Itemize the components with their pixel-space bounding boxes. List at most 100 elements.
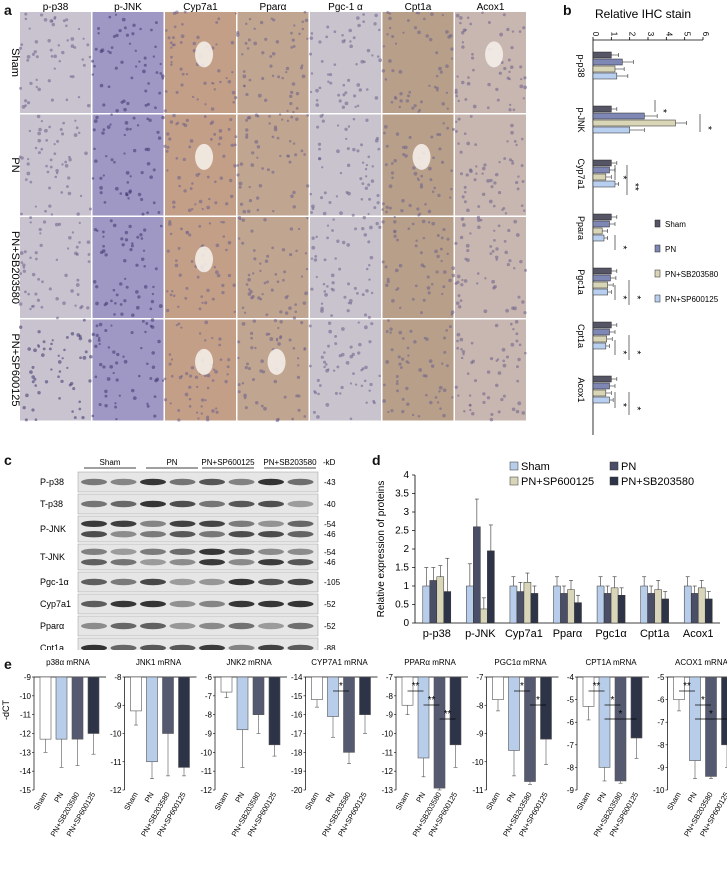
protein-expression-chart: Relative expression of proteins 0 0.5 1 1.5 2… bbox=[376, 461, 720, 640]
ihc-column-label: Pgc-1 α bbox=[328, 2, 363, 13]
mrna-bar bbox=[327, 676, 339, 717]
protein-category-label: Cpt1a bbox=[640, 628, 670, 640]
protein-y-tick: 0 bbox=[403, 618, 409, 629]
ihc-legend-swatch bbox=[654, 294, 661, 303]
mrna-bar bbox=[582, 676, 595, 707]
protein-bar bbox=[473, 526, 481, 624]
protein-bar bbox=[647, 593, 655, 624]
ihc-category-label: Pgc1a bbox=[576, 269, 586, 295]
blot-strip bbox=[77, 571, 319, 593]
blot-kd-label: -52 bbox=[324, 600, 336, 609]
blot-band bbox=[287, 622, 314, 630]
protein-legend-swatch bbox=[509, 461, 519, 471]
blot-row-label: P-JNK bbox=[40, 524, 66, 534]
ihc-texture bbox=[18, 114, 92, 216]
ihc-category-label: p-p38 bbox=[576, 54, 586, 77]
ihc-tick-label: 3 bbox=[646, 32, 655, 37]
mrna-chart-title: CPT1A mRNA bbox=[585, 658, 637, 667]
mrna-bar bbox=[673, 676, 685, 700]
blot-kd-label: -105 bbox=[324, 578, 341, 587]
blot-band bbox=[287, 548, 314, 555]
blot-kd-label: -40 bbox=[324, 500, 336, 509]
blot-row-label: T-JNK bbox=[40, 552, 65, 562]
ihc-bar bbox=[592, 126, 630, 134]
ihc-bar bbox=[592, 159, 612, 167]
mrna-y-tick: -8 bbox=[657, 741, 665, 750]
mrna-group-label: PN bbox=[686, 791, 699, 805]
blot-strip bbox=[77, 493, 319, 515]
blot-band bbox=[287, 531, 314, 538]
mrna-bar bbox=[614, 676, 627, 782]
mrna-y-tick: -20 bbox=[291, 786, 303, 795]
ihc-texture bbox=[381, 10, 454, 113]
ihc-column-label: Acox1 bbox=[477, 2, 505, 13]
blot-band bbox=[228, 500, 255, 508]
blot-band bbox=[287, 500, 314, 508]
mrna-y-tick: -11 bbox=[20, 711, 32, 720]
ihc-legend-swatch bbox=[654, 244, 661, 253]
mrna-bar bbox=[705, 676, 717, 777]
blot-kd-label: -54 bbox=[324, 548, 336, 557]
ihc-sig-mark: * bbox=[617, 246, 628, 250]
ihc-tile bbox=[455, 114, 526, 216]
ihc-texture bbox=[163, 320, 231, 422]
mrna-sig-mark: ** bbox=[428, 695, 436, 706]
protein-bar bbox=[487, 550, 495, 624]
mrna-y-tick: -9 bbox=[205, 730, 213, 739]
protein-bar bbox=[436, 576, 445, 624]
blot-band bbox=[110, 622, 137, 630]
protein-bar bbox=[530, 593, 539, 624]
blot-kd-label: -54 bbox=[324, 520, 336, 529]
mrna-chart-title: JNK1 mRNA bbox=[136, 658, 182, 667]
mrna-group-label: PN bbox=[52, 791, 65, 805]
ihc-sig-mark: * bbox=[617, 296, 628, 300]
mrna-sig-mark: ** bbox=[683, 681, 691, 692]
ihc-bar bbox=[592, 234, 605, 242]
ihc-tile bbox=[382, 319, 454, 421]
ihc-column-label: Cyp7a1 bbox=[183, 2, 218, 13]
blot-band bbox=[81, 644, 107, 650]
ihc-vessel bbox=[485, 41, 504, 68]
mrna-y-tick: -14 bbox=[19, 767, 31, 776]
protein-bar bbox=[610, 587, 619, 624]
mrna-group-label: Sham bbox=[303, 791, 321, 812]
protein-y-label: Relative expression of proteins bbox=[376, 481, 387, 618]
blot-row-label: Pgc-1α bbox=[40, 577, 69, 587]
blot-band bbox=[81, 520, 107, 527]
ihc-texture bbox=[309, 13, 383, 109]
blot-strip bbox=[77, 515, 319, 543]
mrna-sig-mark: * bbox=[701, 695, 705, 706]
mrna-y-tick: -9 bbox=[476, 730, 484, 739]
ihc-category-label: Cyp7a1 bbox=[576, 158, 586, 189]
blot-band bbox=[199, 531, 225, 538]
ihc-bar bbox=[592, 213, 612, 221]
mrna-y-tick: -15 bbox=[291, 692, 303, 701]
blot-band bbox=[199, 600, 225, 608]
ihc-bar bbox=[592, 227, 603, 235]
mrna-sig-mark: ** bbox=[593, 681, 601, 692]
blot-band bbox=[140, 559, 166, 566]
blot-band bbox=[110, 559, 137, 566]
mrna-bar bbox=[449, 676, 462, 746]
ihc-tile bbox=[92, 12, 164, 113]
panel-letter-a: a bbox=[4, 2, 12, 18]
blot-band bbox=[81, 548, 107, 555]
blot-band bbox=[199, 644, 225, 650]
protein-legend-swatch bbox=[609, 461, 619, 471]
mrna-sig-mark: * bbox=[709, 709, 713, 720]
ihc-texture bbox=[381, 215, 456, 316]
blot-strip bbox=[77, 615, 319, 637]
blot-group-label: PN bbox=[166, 458, 177, 467]
blot-band bbox=[199, 520, 225, 527]
ihc-tile bbox=[310, 12, 381, 113]
blot-band bbox=[258, 644, 284, 650]
blot-kd-label: -46 bbox=[324, 530, 336, 539]
blot-band bbox=[169, 531, 196, 538]
ihc-tile bbox=[455, 217, 526, 318]
ihc-tick-label: 5 bbox=[683, 32, 692, 37]
mrna-group-label: PN bbox=[324, 791, 337, 805]
mrna-bar bbox=[359, 676, 371, 715]
mrna-group-label: Sham bbox=[122, 791, 140, 812]
ihc-legend-label: PN+SB203580 bbox=[665, 270, 719, 279]
